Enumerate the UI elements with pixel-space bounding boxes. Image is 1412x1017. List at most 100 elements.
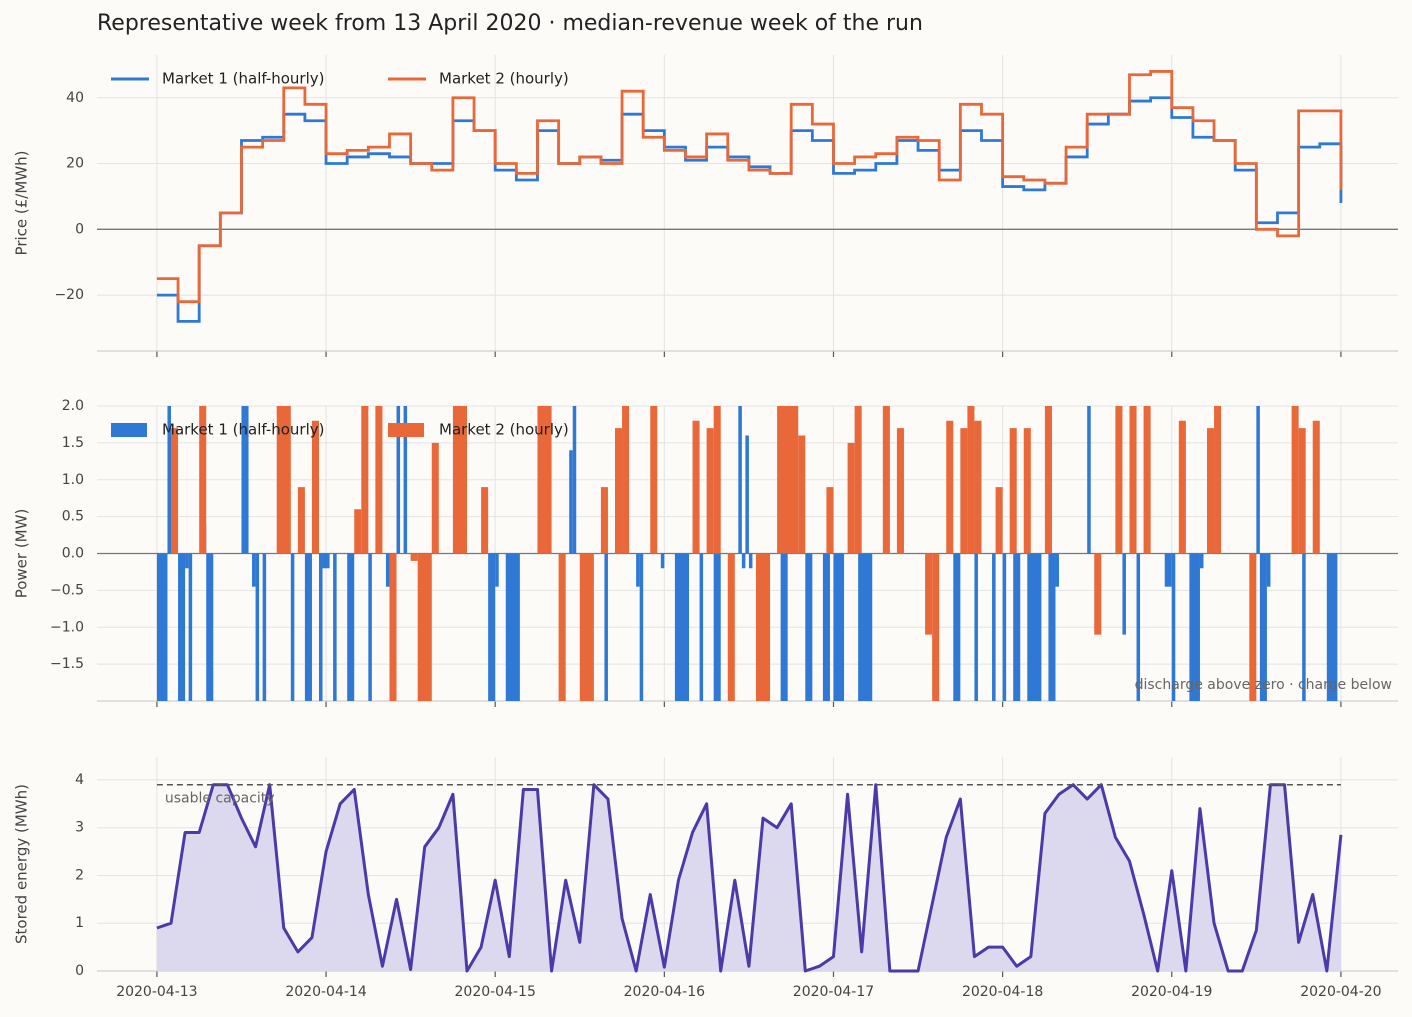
power-bar	[932, 553, 940, 701]
power-bar	[579, 553, 594, 701]
power-bar	[319, 553, 323, 701]
y-axis-label: Stored energy (MWh)	[13, 784, 31, 944]
legend-label: Market 1 (half-hourly)	[162, 421, 325, 439]
power-bar	[385, 553, 390, 587]
power-bar	[741, 553, 746, 569]
power-bar	[777, 406, 799, 554]
power-bar	[1027, 553, 1042, 701]
power-bar	[1115, 406, 1123, 554]
power-bar	[488, 553, 496, 701]
figure-title: Representative week from 13 April 2020 ·…	[97, 11, 923, 36]
power-bar	[604, 553, 608, 701]
power-bar	[748, 553, 753, 569]
x-tick-label: 2020-04-15	[455, 984, 536, 1000]
power-bar	[706, 428, 714, 554]
power-bar	[241, 406, 249, 554]
power-bar	[311, 420, 320, 554]
power-bar	[953, 553, 961, 701]
power-bar	[882, 406, 890, 554]
power-bar	[854, 406, 862, 554]
power-bar	[1326, 553, 1338, 701]
power-bar	[1249, 553, 1257, 701]
x-tick-label: 2020-04-16	[624, 984, 705, 1000]
power-bar	[674, 553, 690, 701]
power-bar	[368, 553, 372, 701]
y-tick-label: −0.5	[50, 582, 84, 598]
power-bar	[995, 487, 1003, 554]
power-bar	[713, 406, 721, 554]
y-tick-label: 0	[75, 963, 84, 979]
power-bar	[537, 406, 552, 554]
power-bar	[185, 553, 189, 569]
power-bar	[805, 553, 813, 701]
power-bar	[1009, 428, 1017, 554]
y-tick-label: 1.0	[62, 472, 84, 488]
power-bar	[826, 487, 834, 554]
power-bar	[636, 553, 640, 587]
panel: −20 0 20 40 Price (£/MWh) Market 1 (half-hour…	[13, 55, 1398, 357]
power-bar	[410, 553, 418, 561]
y-tick-label: 0.5	[62, 509, 84, 525]
power-bar	[1214, 406, 1222, 554]
power-bar	[713, 553, 721, 701]
power-bar	[417, 553, 432, 701]
power-bar	[290, 553, 295, 701]
power-bar	[347, 553, 355, 701]
x-tick-label: 2020-04-19	[1131, 984, 1212, 1000]
power-bar	[660, 553, 665, 569]
power-bar	[178, 553, 186, 701]
power-bar	[262, 553, 267, 701]
y-tick-label: 4	[75, 772, 84, 788]
power-bar	[156, 553, 168, 701]
power-bar	[188, 553, 193, 701]
x-tick-label: 2020-04-17	[793, 984, 874, 1000]
power-bar	[572, 406, 577, 554]
power-bar	[600, 487, 608, 554]
legend-label: Market 2 (hourly)	[439, 70, 569, 88]
power-bar	[1044, 406, 1052, 554]
legend-swatch	[388, 423, 424, 437]
power-bar	[396, 406, 401, 554]
power-bar	[495, 553, 499, 587]
power-bar	[615, 428, 623, 554]
power-bar	[738, 406, 742, 554]
panel: 0 1 2 3 4 2020-04-13 2020-04-14 2020-04-15 2020-…	[13, 757, 1398, 1000]
power-bar	[727, 553, 735, 701]
x-tick-label: 2020-04-14	[285, 984, 366, 1000]
y-tick-label: 0.0	[62, 546, 84, 562]
price-line	[156, 96, 1343, 323]
power-bar	[622, 406, 630, 554]
power-bar	[1002, 553, 1007, 701]
power-bar	[1189, 553, 1200, 701]
power-bar	[403, 406, 408, 554]
power-bar	[974, 553, 978, 701]
power-bar	[780, 553, 788, 701]
power-bar	[960, 428, 968, 554]
power-bar	[967, 406, 975, 554]
power-bar	[1023, 428, 1031, 554]
power-bar	[1178, 420, 1186, 554]
y-tick-label: −1.5	[50, 656, 84, 672]
power-bar	[822, 553, 830, 701]
legend-swatch	[111, 423, 147, 437]
power-bar	[1302, 553, 1306, 701]
energy-area	[156, 784, 1341, 971]
price-line	[156, 70, 1343, 304]
power-bar	[1055, 553, 1060, 587]
power-bar	[252, 553, 256, 587]
power-bar	[639, 553, 644, 701]
power-bar	[1171, 553, 1176, 701]
power-bar	[974, 420, 982, 554]
y-tick-label: −20	[54, 287, 84, 303]
y-axis-label: Price (£/MWh)	[13, 151, 31, 256]
y-tick-label: 2	[75, 867, 84, 883]
capacity-label: usable capacity	[165, 791, 275, 807]
power-bar	[333, 553, 337, 701]
legend-label: Market 2 (hourly)	[439, 421, 569, 439]
power-bar	[276, 406, 291, 554]
y-tick-label: 2.0	[62, 398, 84, 414]
power-bar	[1048, 553, 1056, 701]
power-bar	[1164, 553, 1172, 587]
power-bar	[1207, 428, 1215, 554]
